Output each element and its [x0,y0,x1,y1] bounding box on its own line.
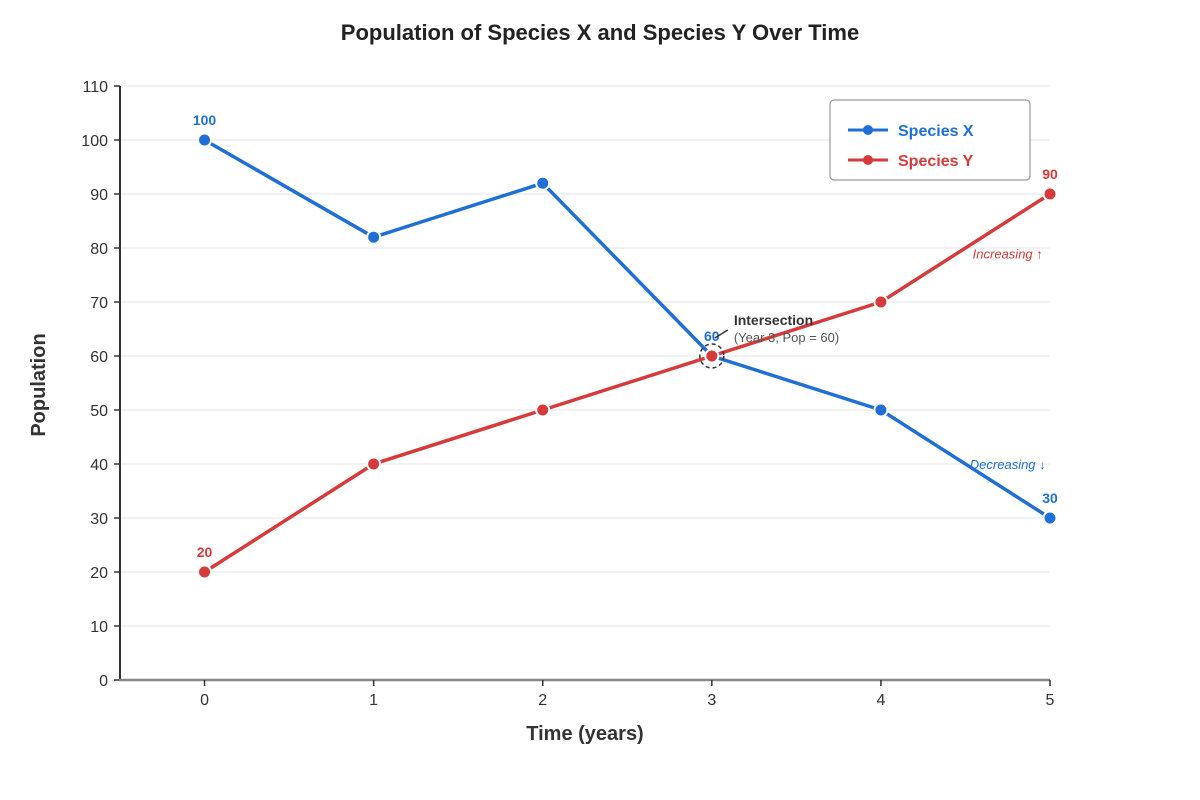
data-label-species-y-0: 20 [197,544,213,560]
point-species-y-3 [704,348,720,364]
x-tick-label-1: 1 [369,692,378,709]
x-tick-label-5: 5 [1046,692,1055,709]
x-axis-title: Time (years) [526,723,643,745]
legend-label-species-x: Species X [898,123,974,140]
data-points [197,132,1058,580]
y-tick-label-100: 100 [81,133,108,150]
x-tick-label-0: 0 [200,692,209,709]
legend-label-species-y: Species Y [898,153,974,170]
data-labels: 100 60 30 20 90 [193,112,1058,560]
axes: 0 10 20 30 40 50 60 70 80 90 100 110 0 1 2 3 4 5 [81,79,1054,709]
x-tick-label-2: 2 [538,692,547,709]
x-tick-label-4: 4 [876,692,885,709]
intersection-title: Intersection [734,312,813,328]
series-line-species-x [203,138,1051,520]
y-tick-label-30: 30 [90,511,108,528]
y-tick-label-50: 50 [90,403,108,420]
point-species-x-2 [535,175,551,191]
point-species-x-0 [197,132,213,148]
point-species-y-1 [366,456,382,472]
y-tick-label-40: 40 [90,457,108,474]
point-species-y-0 [197,564,213,580]
data-label-species-x-0: 100 [193,112,217,128]
y-tick-label-0: 0 [99,673,108,690]
intersection-leader-line [714,329,729,339]
intersection-detail: (Year 3, Pop = 60) [734,330,839,345]
y-tick-label-110: 110 [82,79,108,96]
series-lines [203,138,1051,574]
point-species-x-1 [366,229,382,245]
point-species-y-5 [1042,186,1058,202]
y-tick-label-90: 90 [90,187,108,204]
point-species-x-4 [873,402,889,418]
data-label-species-y-5: 90 [1042,166,1058,182]
point-species-y-4 [873,294,889,310]
legend-marker-species-x [863,125,873,135]
point-species-x-5 [1042,510,1058,526]
trend-note-species-y: Increasing ↑ [973,246,1043,261]
y-tick-label-60: 60 [90,349,108,366]
y-axis-title: Population [28,333,50,436]
intersection-marker [699,343,725,369]
y-tick-label-70: 70 [90,295,108,312]
annotations: Intersection (Year 3, Pop = 60) Increasing… [699,246,1046,472]
x-tick-label-3: 3 [707,692,716,709]
data-label-species-x-3: 60 [704,328,720,344]
legend: Species X Species Y [829,99,1031,181]
y-tick-label-10: 10 [90,619,108,636]
trend-note-species-x: Decreasing ↓ [970,457,1046,472]
y-tick-label-20: 20 [90,565,108,582]
series-line-species-y [203,192,1051,574]
point-species-y-2 [535,402,551,418]
legend-marker-species-y [863,155,873,165]
y-tick-label-80: 80 [90,241,108,258]
data-label-species-x-5: 30 [1042,490,1058,506]
chart-title: Population of Species X and Species Y Ov… [341,20,859,45]
